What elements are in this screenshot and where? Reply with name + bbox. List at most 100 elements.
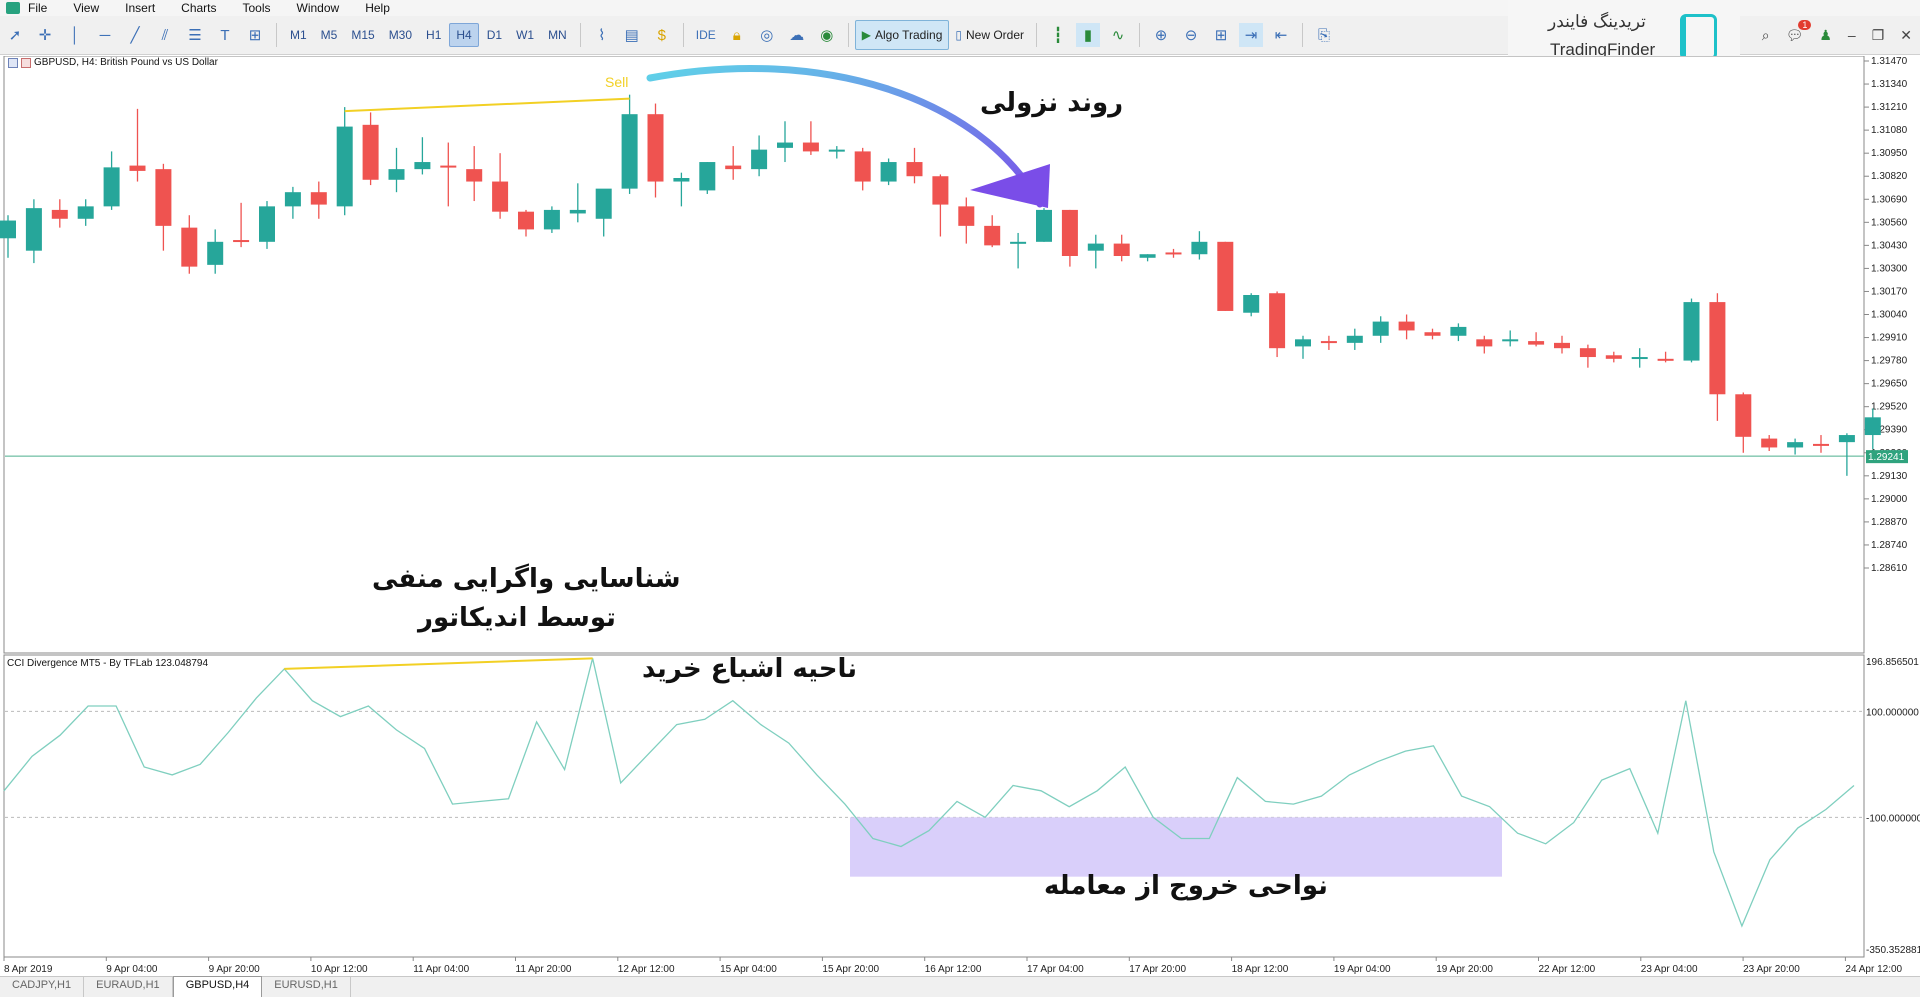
timeframe-w1[interactable]: W1 xyxy=(516,28,535,42)
timeframe-m30[interactable]: M30 xyxy=(388,28,413,42)
menu-view[interactable]: View xyxy=(73,1,100,15)
candlestick-icon[interactable]: ▮ xyxy=(1076,23,1100,47)
candle-body xyxy=(1761,438,1778,448)
candle-body xyxy=(233,240,250,243)
menu-bar: File View Insert Charts Tools Window Hel… xyxy=(0,0,1920,16)
zoom-in-icon[interactable]: ⊕ xyxy=(1154,27,1168,44)
new-order-button[interactable]: ▯ New Order xyxy=(949,21,1030,49)
candle-body xyxy=(1657,358,1674,361)
menu-insert[interactable]: Insert xyxy=(125,1,156,15)
tab-gbpusd[interactable]: GBPUSD,H4 xyxy=(172,976,263,997)
crosshair-icon[interactable]: ✛ xyxy=(38,27,52,44)
candle-body xyxy=(492,181,509,212)
chat-icon[interactable]: ♟ xyxy=(1819,26,1832,43)
candle-body xyxy=(828,149,845,152)
current-price-tag xyxy=(1866,450,1908,464)
price-tick-label: 1.30430 xyxy=(1871,240,1908,251)
menu-tools[interactable]: Tools xyxy=(242,1,271,15)
timeframe-m5[interactable]: M5 xyxy=(320,28,338,42)
shapes-icon[interactable]: ⊞ xyxy=(248,27,262,44)
cursor-icon[interactable]: ➚ xyxy=(8,27,22,44)
exit-zone-box xyxy=(850,817,1502,877)
timeframe-mn[interactable]: MN xyxy=(548,28,567,42)
restore-icon[interactable]: ❐ xyxy=(1871,26,1885,43)
toolbar-separator xyxy=(1139,23,1140,47)
grid-icon[interactable]: ⊞ xyxy=(1214,27,1228,44)
minimize-icon[interactable]: ‒ xyxy=(1847,27,1856,43)
candle-body xyxy=(1864,417,1881,436)
candle-body xyxy=(362,124,379,180)
candle-body xyxy=(1528,341,1545,345)
chart-type-icon[interactable]: ⌇ xyxy=(598,27,606,44)
price-tick-label: 1.30040 xyxy=(1871,310,1908,321)
annotation-divergence-line1: شناسایی واگرایی منفی xyxy=(372,564,681,594)
trendline-icon[interactable]: ╱ xyxy=(130,27,140,44)
cloud-icon[interactable]: ☁ xyxy=(789,27,805,44)
chart-shift-icon[interactable]: ⇤ xyxy=(1274,27,1288,44)
signal-icon[interactable]: ◎ xyxy=(760,27,774,44)
chart-window-icon xyxy=(21,57,31,68)
timeframe-d1[interactable]: D1 xyxy=(486,28,503,42)
search-icon[interactable]: ⌕ xyxy=(1761,26,1770,43)
notifications-icon[interactable]: 💬︎ 1 xyxy=(1786,19,1812,44)
fibonacci-icon[interactable]: ☰ xyxy=(188,27,202,44)
candle-body xyxy=(1709,302,1726,395)
price-tick-label: 1.30170 xyxy=(1871,286,1908,297)
vps-icon[interactable]: ◉ xyxy=(820,27,834,44)
time-tick-label: 10 Apr 12:00 xyxy=(311,964,368,975)
annotation-trend: روند نزولی xyxy=(980,88,1124,118)
timeframe-h1[interactable]: H1 xyxy=(426,28,442,42)
menu-charts[interactable]: Charts xyxy=(181,1,217,15)
zoom-out-icon[interactable]: ⊖ xyxy=(1184,27,1198,44)
candle-body xyxy=(77,206,94,219)
cci-tick-label: 196.856501 xyxy=(1866,657,1919,668)
price-tick-label: 1.31210 xyxy=(1871,102,1908,113)
cci-tick-label: 100.000000 xyxy=(1866,707,1919,718)
menu-file[interactable]: File xyxy=(28,1,48,15)
candle-body xyxy=(595,188,612,219)
templates-icon[interactable]: ▤ xyxy=(624,27,639,44)
timeframe-m15[interactable]: M15 xyxy=(351,28,375,42)
ide-button[interactable]: IDE xyxy=(695,28,716,42)
sell-label: Sell xyxy=(605,74,629,90)
candle-body xyxy=(699,162,716,191)
chart-window[interactable]: 1.31470 1.31340 1.31210 1.31080 1.30950 1.308… xyxy=(0,56,1920,979)
timeframe-h4[interactable]: H4 xyxy=(449,23,479,47)
dollar-icon[interactable]: $ xyxy=(657,26,666,44)
chart-canvas[interactable]: 1.31470 1.31340 1.31210 1.31080 1.30950 1.308… xyxy=(0,56,1920,979)
candle-body xyxy=(673,178,690,182)
menu-window[interactable]: Window xyxy=(296,1,340,15)
channel-icon[interactable]: ⫽ xyxy=(161,26,169,44)
cci-levels xyxy=(5,710,1864,818)
candle-body xyxy=(51,209,68,219)
candle-body xyxy=(1398,321,1415,331)
time-tick-label: 18 Apr 12:00 xyxy=(1232,964,1289,975)
price-tick-label: 1.29000 xyxy=(1871,494,1908,505)
close-icon[interactable]: ✕ xyxy=(1900,26,1912,43)
watermark-fa-text: تریدینگ فایندر xyxy=(1548,12,1646,31)
autoscroll-icon[interactable]: ⇥ xyxy=(1239,23,1263,47)
tab-eurusd[interactable]: EURUSD,H1 xyxy=(262,977,351,997)
horizontal-line-icon[interactable]: ─ xyxy=(99,26,111,44)
tab-cadjpy[interactable]: CADJPY,H1 xyxy=(0,977,85,997)
candle-body xyxy=(1320,341,1337,344)
time-tick-label: 23 Apr 20:00 xyxy=(1743,964,1800,975)
price-tick-label: 1.28740 xyxy=(1871,540,1908,551)
vertical-line-icon[interactable]: │ xyxy=(70,26,80,44)
timeframe-m1[interactable]: M1 xyxy=(290,28,307,42)
cci-tick-label: -350.352881 xyxy=(1866,945,1920,956)
line-chart-icon[interactable]: ∿ xyxy=(1111,27,1125,44)
candle-body xyxy=(751,149,768,170)
algo-trading-button[interactable]: ▶ Algo Trading xyxy=(854,20,950,50)
candle-body xyxy=(880,162,897,182)
candle-body xyxy=(1295,339,1311,347)
screenshot-icon[interactable]: ⎘ xyxy=(1317,26,1330,44)
text-icon[interactable]: T xyxy=(220,26,230,44)
candle-body xyxy=(1813,443,1829,446)
price-tick-label: 1.31080 xyxy=(1871,125,1908,136)
candle-body xyxy=(155,169,172,226)
bar-chart-icon[interactable]: ┇ xyxy=(1053,27,1063,44)
menu-help[interactable]: Help xyxy=(365,1,390,15)
lock-icon[interactable]: 🔒︎ xyxy=(732,26,741,44)
tab-euraud[interactable]: EURAUD,H1 xyxy=(84,977,173,997)
